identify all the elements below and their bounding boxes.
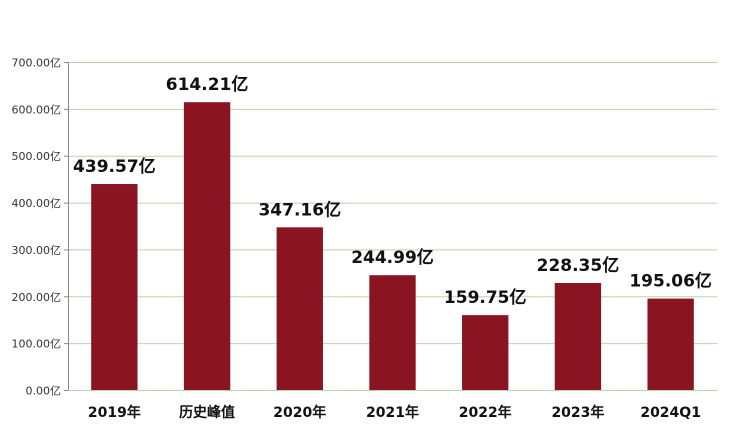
bars [91, 102, 694, 391]
y-tick-label: 400.00亿 [12, 197, 62, 210]
bar [554, 283, 602, 390]
y-tick-label: 200.00亿 [12, 291, 62, 304]
y-tick-label: 300.00亿 [12, 244, 62, 257]
x-category-label: 2021年 [366, 404, 419, 421]
x-category-label: 2024Q1 [640, 405, 701, 421]
bar [91, 184, 138, 390]
axes: 0.00亿 100.00亿 200.00亿 300.00亿 400.00亿 500.00亿… [12, 57, 69, 398]
y-tick-label: 500.00亿 [12, 150, 62, 163]
bar [369, 275, 416, 390]
x-category-label: 2023年 [551, 404, 604, 421]
data-label: 244.99亿 [351, 247, 434, 268]
data-label: 195.06亿 [629, 271, 712, 292]
x-category-label: 2019年 [88, 404, 141, 421]
y-tick-label: 0.00亿 [26, 385, 62, 398]
data-label: 228.35亿 [537, 255, 620, 276]
y-tick-label: 600.00亿 [12, 103, 62, 116]
x-category-label: 历史峰值 [179, 404, 235, 421]
data-label: 439.57亿 [73, 156, 156, 177]
data-label: 159.75亿 [444, 287, 527, 308]
bar [462, 315, 509, 390]
y-tick-label: 700.00亿 [12, 57, 62, 70]
bar [183, 102, 231, 391]
bar [647, 298, 694, 390]
data-label: 347.16亿 [258, 199, 341, 220]
data-label: 614.21亿 [166, 74, 249, 95]
x-category-label: 2022年 [459, 404, 512, 421]
y-tick-label: 100.00亿 [12, 338, 62, 351]
bar [276, 227, 323, 390]
x-category-label: 2020年 [273, 404, 326, 421]
